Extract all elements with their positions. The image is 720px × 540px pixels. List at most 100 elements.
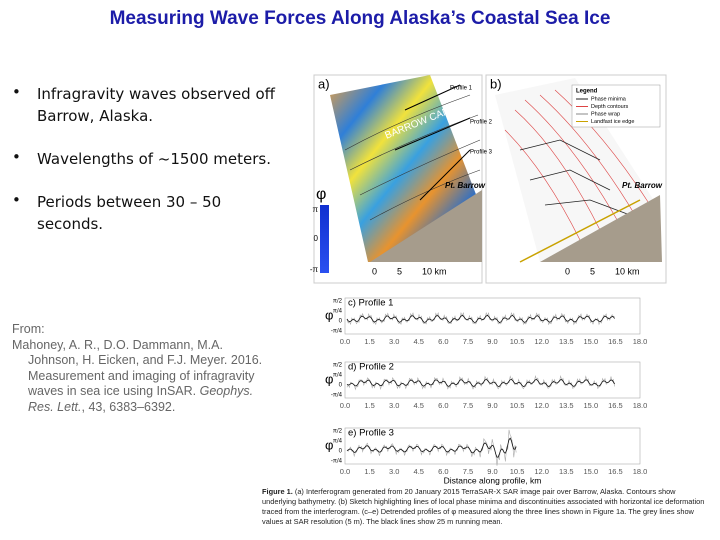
x-tick-label: 7.5 [463, 401, 473, 410]
x-tick-label: 3.0 [389, 337, 399, 346]
plot-frame [344, 427, 641, 465]
bullet: • Periods between 30 – 50 seconds. [12, 191, 292, 235]
y-tick-label: -π/4 [331, 329, 343, 335]
citation-text: Johnson, H. Eicken, and F.J. Meyer. 2016… [28, 353, 263, 367]
citation-label: From: [12, 322, 45, 336]
y-tick-label: -π/4 [331, 393, 343, 399]
legend-item: Landfast ice edge [591, 119, 634, 125]
x-tick-label: 9.0 [487, 467, 497, 476]
profile-trace-mean [346, 437, 517, 458]
y-axis-label: φ [325, 371, 333, 386]
citation-text: , 43, 6383–6392. [81, 399, 176, 414]
y-tick-label: π/4 [333, 309, 343, 315]
x-tick-label: 4.5 [414, 467, 424, 476]
land [370, 190, 482, 262]
legend-item: Phase wrap [591, 111, 620, 117]
x-tick-label: 1.5 [364, 401, 374, 410]
citation-line: waves in sea ice using InSAR. Geophys. [12, 384, 312, 400]
x-tick-label: 12.0 [534, 337, 549, 346]
y-tick-label: π/2 [333, 299, 343, 305]
colorbar [320, 205, 329, 273]
y-tick-label: π/2 [333, 363, 343, 369]
scale-label: 5 [590, 266, 595, 276]
x-tick-label: 6.0 [438, 467, 448, 476]
y-tick-label: π/4 [333, 373, 343, 379]
scale-label: 0 [565, 266, 570, 276]
x-tick-label: 13.5 [559, 337, 574, 346]
profile-title: c) Profile 1 [348, 298, 393, 309]
x-tick-label: 4.5 [414, 401, 424, 410]
x-tick-label: 12.0 [534, 467, 549, 476]
caption-label: Figure 1. [262, 487, 293, 496]
x-tick-label: 6.0 [438, 401, 448, 410]
x-tick-label: 1.5 [364, 467, 374, 476]
colorbar-label: 0 [314, 234, 319, 243]
profile-line [394, 117, 471, 151]
caption-text: (a) Interferogram generated from 20 Janu… [262, 487, 705, 526]
y-tick-label: 0 [339, 383, 343, 389]
x-tick-label: 15.0 [584, 401, 599, 410]
profile-title: e) Profile 3 [348, 428, 394, 439]
x-tick-label: 16.5 [608, 337, 623, 346]
x-tick-label: 18.0 [633, 467, 648, 476]
legend-item: Depth contours [591, 104, 629, 110]
bullet: • Infragravity waves observed off Barrow,… [12, 83, 292, 127]
panel-label: b) [490, 76, 502, 91]
profile-name: Profile 2 [470, 120, 493, 126]
bullet-dot: • [12, 83, 21, 101]
bullet-dot: • [12, 191, 21, 209]
x-tick-label: 18.0 [633, 337, 648, 346]
x-tick-label: 13.5 [559, 401, 574, 410]
y-axis-label: φ [325, 437, 333, 452]
x-tick-label: 10.5 [510, 401, 525, 410]
x-tick-label: 15.0 [584, 467, 599, 476]
x-tick-label: 1.5 [364, 337, 374, 346]
scale-label: 5 [397, 266, 402, 276]
profile-line [419, 149, 471, 201]
caption: Figure 1. (a) Interferogram generated fr… [262, 487, 707, 527]
panel-label: a) [318, 76, 330, 91]
citation: From: Mahoney, A. R., D.O. Dammann, M.A. J… [12, 322, 312, 415]
x-tick-label: 15.0 [584, 337, 599, 346]
y-tick-label: 0 [339, 449, 343, 455]
legend-item: Phase minima [591, 96, 627, 102]
colorbar-symbol: φ [316, 186, 326, 203]
citation-line: Measurement and imaging of infragravity [12, 369, 312, 385]
profile-trace-mean [346, 314, 615, 323]
scale-label: 10 km [422, 266, 447, 276]
y-tick-label: π/2 [333, 429, 343, 435]
bullet-text: Periods between 30 – 50 seconds. [37, 193, 222, 233]
ice-edge [519, 199, 641, 263]
legend-title: Legend [576, 89, 598, 95]
profile-name: Profile 1 [450, 86, 473, 92]
citation-line: Johnson, H. Eicken, and F.J. Meyer. 2016… [12, 353, 312, 369]
y-axis-label: φ [325, 307, 333, 322]
x-tick-label: 12.0 [534, 401, 549, 410]
profile-name: Profile 3 [470, 150, 493, 156]
x-tick-label: 3.0 [389, 467, 399, 476]
colorbar-label: π [312, 205, 318, 214]
bullet-text: Wavelengths of ~1500 meters. [37, 150, 272, 168]
plot-frame [344, 361, 641, 399]
x-tick-label: 4.5 [414, 337, 424, 346]
x-tick-label: 7.5 [463, 467, 473, 476]
plot-frame [344, 297, 641, 335]
x-axis-label: Distance along profile, km [444, 475, 542, 485]
citation-text: Measurement and imaging of infragravity [28, 368, 255, 383]
profile-trace-raw [346, 374, 615, 391]
bullet: • Wavelengths of ~1500 meters. [12, 148, 292, 170]
y-tick-label: -π/4 [331, 459, 343, 465]
citation-text: Mahoney, A. R., D.O. Dammann, M.A. [12, 337, 223, 352]
map-label: Pt. Barrow [622, 181, 663, 190]
x-tick-label: 10.5 [510, 467, 525, 476]
bullet-dot: • [12, 148, 21, 166]
x-tick-label: 9.0 [487, 401, 497, 410]
y-tick-label: 0 [339, 319, 343, 325]
y-tick-label: π/4 [333, 439, 343, 445]
citation-line: Mahoney, A. R., D.O. Dammann, M.A. [12, 338, 312, 354]
profile-title: d) Profile 2 [348, 362, 394, 373]
citation-text: Geophys. [199, 384, 254, 398]
colorbar-label: -π [310, 265, 319, 274]
